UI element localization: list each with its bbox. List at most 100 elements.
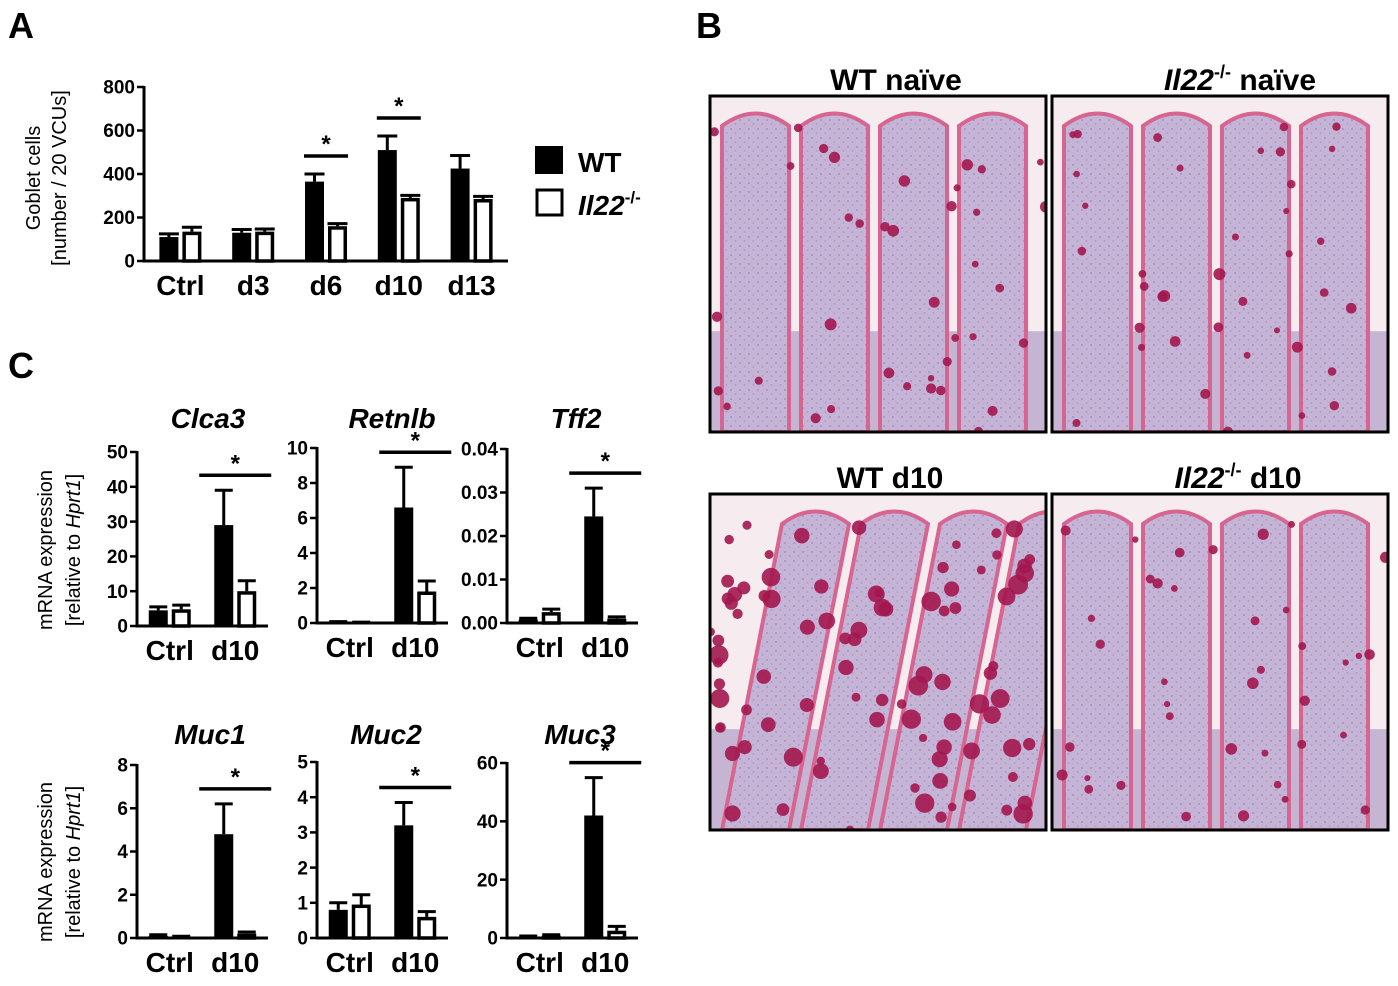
goblet-cell [943,713,962,731]
goblet-cell [961,159,973,171]
goblet-cell [1273,327,1281,334]
goblet-cell [1355,652,1363,660]
goblet-cell [816,756,825,766]
goblet-cell [1213,322,1224,333]
y-tick-label: 0.02 [461,527,498,548]
goblet-cell-chart: 0 200 400 600 800 Ctrl d3 d6 * d10 * d13 Goblet cell… [23,78,508,301]
c-row2-ylabel-line1: mRNA expression [35,782,57,942]
goblet-cell [915,793,935,813]
y-axis-label-line2: [number / 20 VCUs] [49,90,71,266]
legend-wt-swatch [535,146,563,174]
goblet-cell [1327,367,1337,376]
c-row1-ylabel: mRNA expression [relative to Hprt1] [35,470,85,630]
goblet-cell [819,143,829,154]
x-tick-label: d10 [391,947,439,978]
histology-image [1050,492,1390,832]
goblet-cell [754,376,763,385]
y-tick-label: 50 [107,443,128,464]
y-tick-label: 60 [477,754,498,775]
y-tick-label: 5 [297,753,308,774]
y-tick-label: 0.03 [461,483,498,504]
goblet-cell [844,213,853,222]
y-tick-label: 2 [297,579,308,600]
c-row1-ylabel-post: ] [63,474,85,480]
goblet-cell [1257,147,1265,155]
goblet-cell [903,382,912,391]
histology-label: Il22-/- d10 [1174,460,1301,495]
x-tick-label: d10 [211,635,259,666]
y-tick-label: 800 [103,78,135,99]
significance-star: * [231,764,241,791]
goblet-cell [764,550,774,559]
chart-title: Clca3 [171,403,246,434]
goblet-cell [713,678,726,690]
goblet-cell [874,588,884,598]
goblet-cell [951,334,960,342]
goblet-cell [873,598,892,617]
goblet-cell [1165,712,1174,721]
goblet-cell [976,565,986,575]
goblet-cell [995,283,1005,293]
villus-nuclei [880,113,947,432]
goblet-cell [1379,551,1388,564]
goblet-cell [969,333,977,341]
goblet-cell [1340,731,1347,739]
bar [351,904,371,940]
clca3-chart: 0 10 20 30 40 50 Ctrl d10 * Clca3 [107,403,272,666]
histology-label-sup: -/- [1225,460,1242,480]
goblet-cell [1213,268,1226,281]
goblet-cell [963,789,976,802]
significance-star: * [411,427,421,454]
y-tick-label: 0 [297,614,308,635]
goblet-cell [761,567,781,587]
goblet-cell [1345,302,1357,314]
goblet-cell [927,375,935,382]
chart-title: Muc2 [350,719,422,750]
goblet-cell [936,739,952,755]
histology-label: WT naïve [830,64,962,97]
goblet-cell [936,385,946,396]
y-tick-label: 600 [103,121,135,142]
goblet-cell [715,722,726,733]
goblet-cell [1208,545,1218,555]
y-tick-label: 400 [103,165,135,186]
goblet-cell [987,405,998,417]
goblet-cell [1002,738,1022,758]
significance-star: * [394,93,404,120]
goblet-cell [711,311,723,322]
y-axis-label-line1: Goblet cells [23,126,45,231]
villus-nuclei [801,511,928,830]
goblet-cell [1360,805,1370,815]
x-tick-label: d10 [581,947,629,978]
image-border [1050,492,1390,832]
x-tick-label: Ctrl [326,947,374,978]
goblet-cell [812,763,829,780]
histology-label: WT d10 [837,462,944,495]
goblet-cell [1145,574,1155,584]
goblet-cell [1247,677,1259,690]
goblet-cell [1005,520,1023,538]
goblet-cell [934,673,951,691]
villus-nuclei [1143,511,1210,830]
legend-wt-label: WT [578,147,622,178]
goblet-cell [1137,343,1146,352]
goblet-cell [1261,749,1269,757]
goblet-cell [963,742,980,760]
goblet-cell [1131,536,1139,543]
goblet-cell [1095,639,1105,649]
x-tick-label: d10 [211,947,259,978]
villus-nuclei [1064,511,1131,830]
goblet-cell [828,151,841,164]
goblet-cell [732,608,743,619]
bar [417,916,437,940]
goblet-cell [1256,665,1265,674]
muc1-chart: 0 2 4 6 8 Ctrl d10 * Muc1 [117,719,272,978]
goblet-cell [713,386,723,396]
goblet-cell [1087,614,1096,623]
legend-ko-base: Il22 [578,190,625,221]
bar [584,815,604,938]
goblet-cell [898,175,911,187]
goblet-cell [1250,616,1260,626]
